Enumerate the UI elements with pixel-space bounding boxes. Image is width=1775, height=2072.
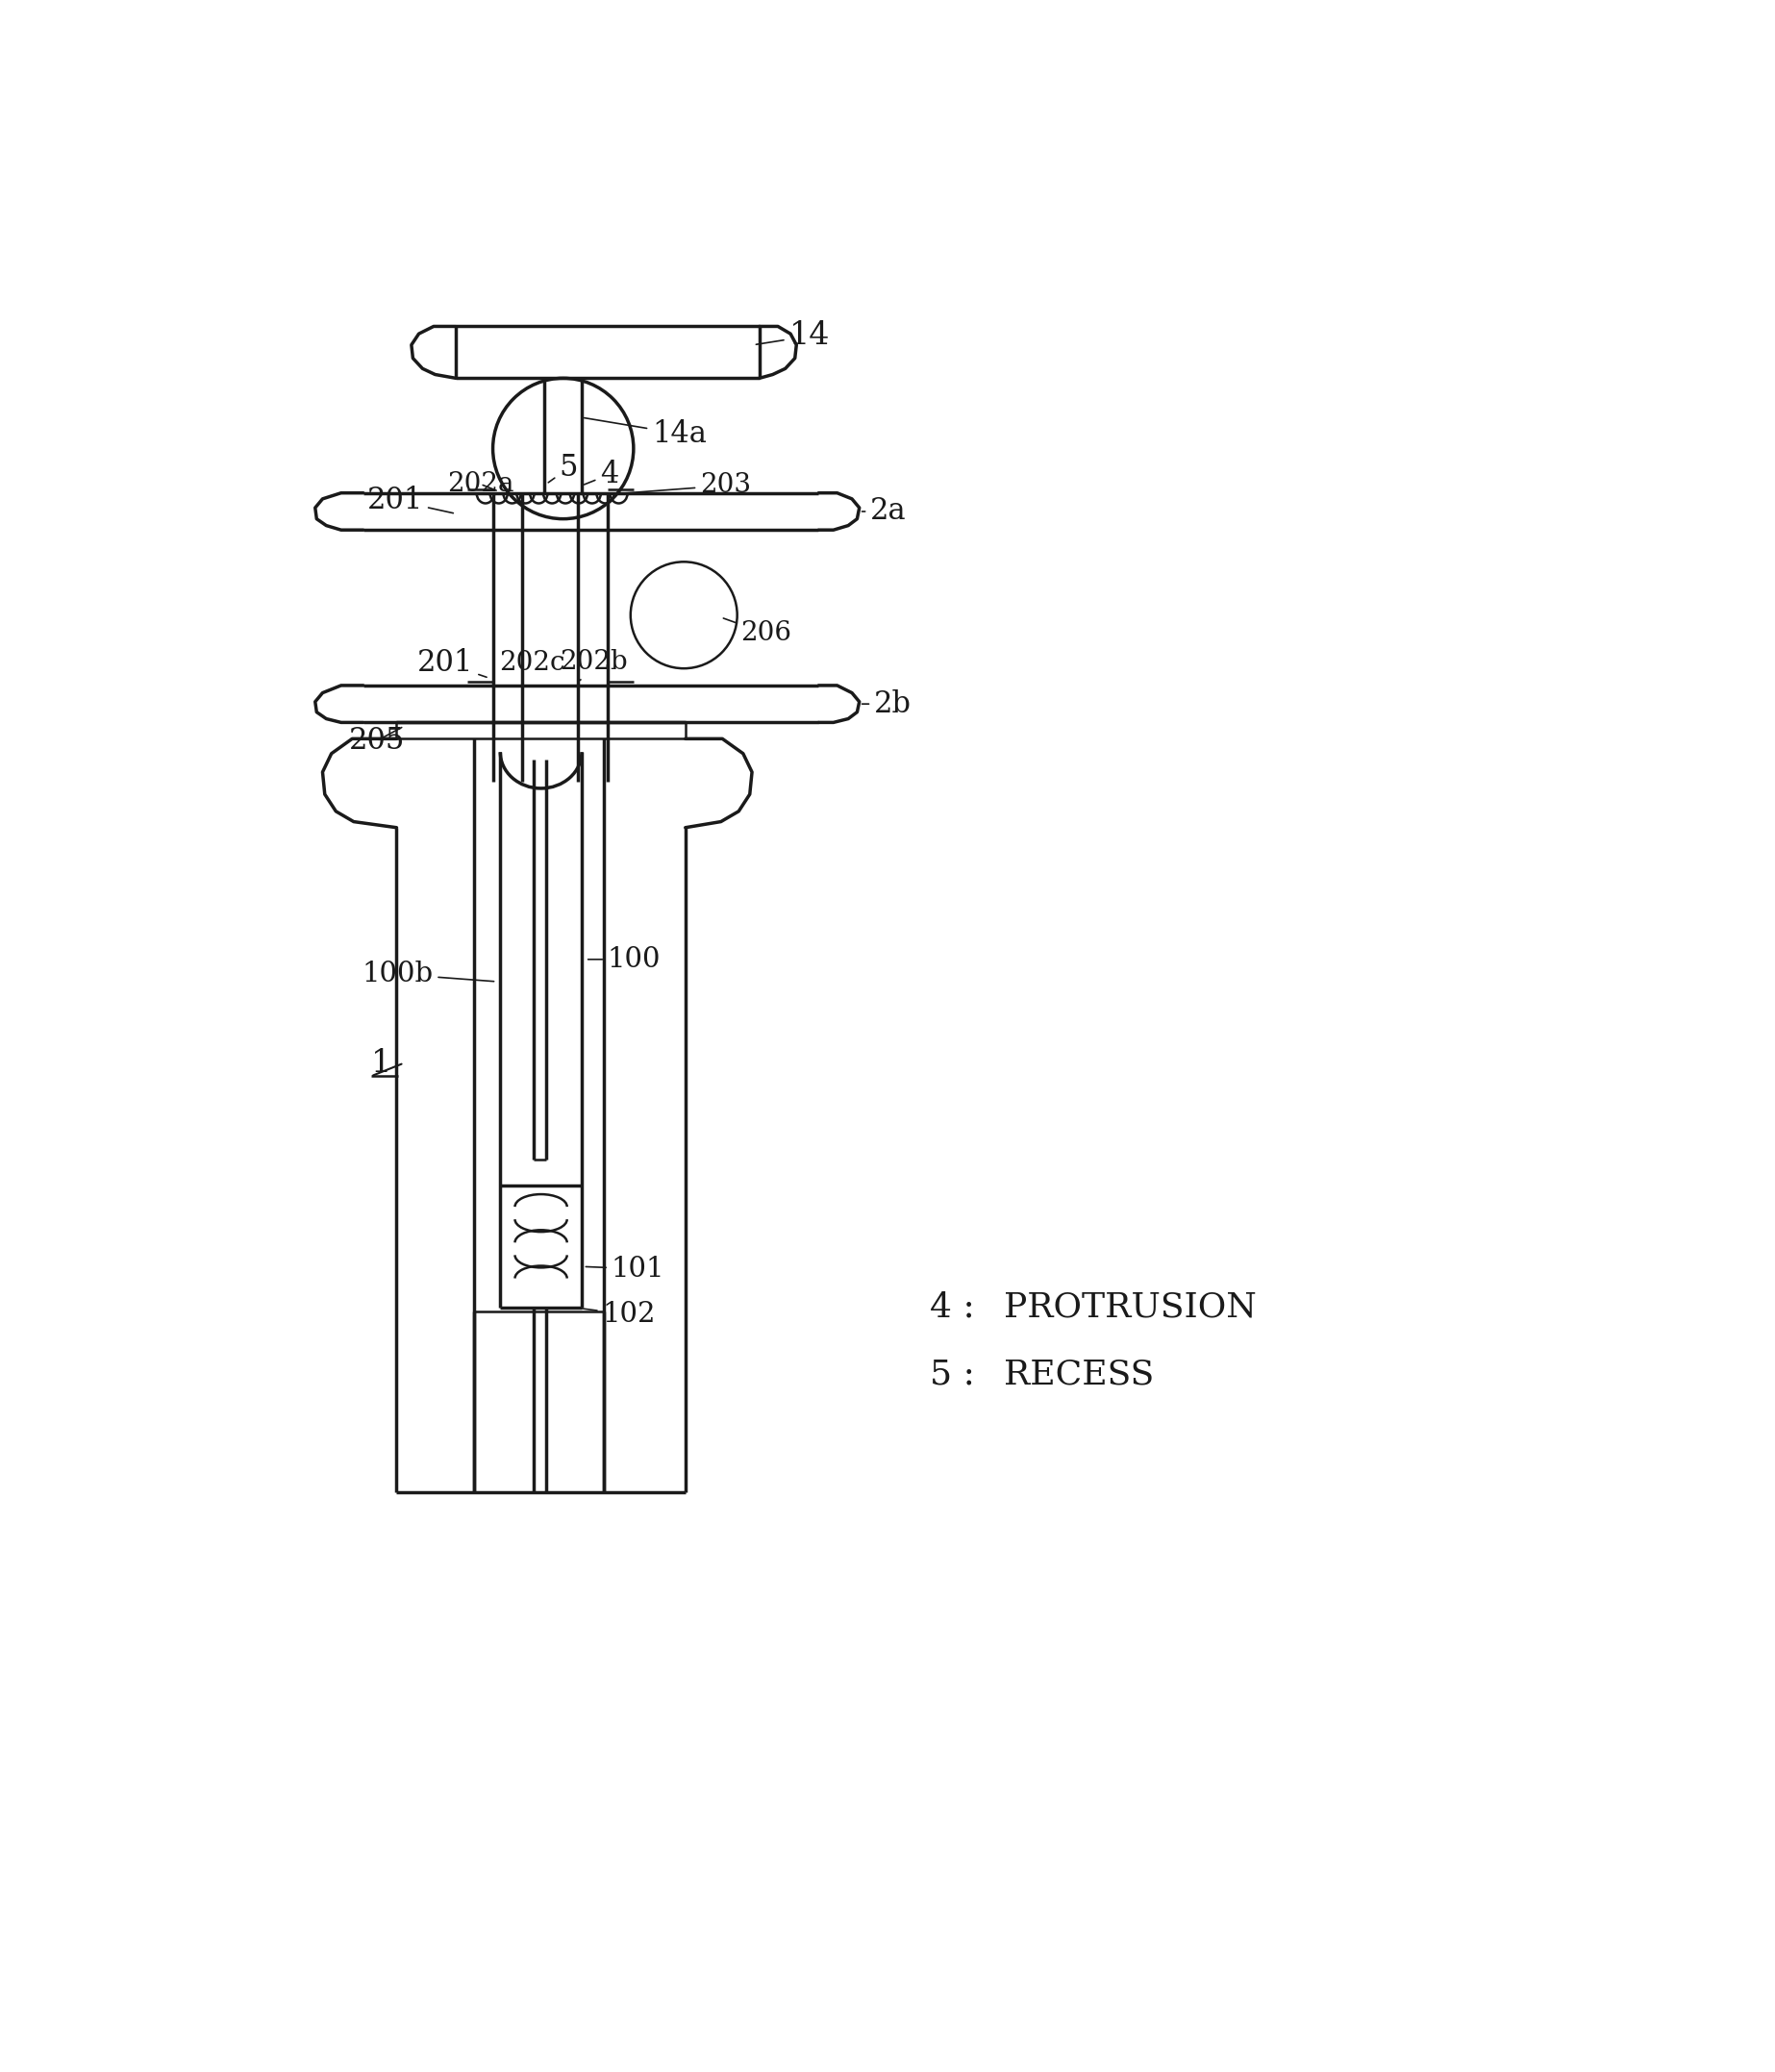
Text: 202b: 202b: [559, 649, 627, 680]
Text: 202a: 202a: [447, 470, 513, 497]
Text: 100: 100: [588, 947, 660, 974]
Text: 2b: 2b: [863, 690, 912, 719]
Text: RECESS: RECESS: [1003, 1357, 1154, 1390]
Text: 201: 201: [417, 649, 486, 678]
Text: 101: 101: [586, 1256, 664, 1283]
Text: 202c: 202c: [499, 651, 564, 682]
Text: 5 :: 5 :: [930, 1357, 974, 1390]
Text: 1: 1: [371, 1048, 390, 1077]
Text: 5: 5: [548, 454, 579, 483]
Text: 4: 4: [584, 460, 619, 489]
Text: 205: 205: [348, 725, 405, 756]
Text: 102: 102: [575, 1301, 655, 1328]
Text: 14a: 14a: [584, 419, 706, 450]
Text: PROTRUSION: PROTRUSION: [1003, 1291, 1257, 1324]
Text: 100b: 100b: [362, 961, 493, 988]
Text: 206: 206: [724, 617, 792, 646]
Text: 201: 201: [367, 485, 453, 516]
Text: 203: 203: [611, 472, 751, 499]
Text: 4 :: 4 :: [930, 1291, 974, 1324]
Text: 14: 14: [756, 321, 829, 352]
Text: 2a: 2a: [863, 497, 907, 526]
